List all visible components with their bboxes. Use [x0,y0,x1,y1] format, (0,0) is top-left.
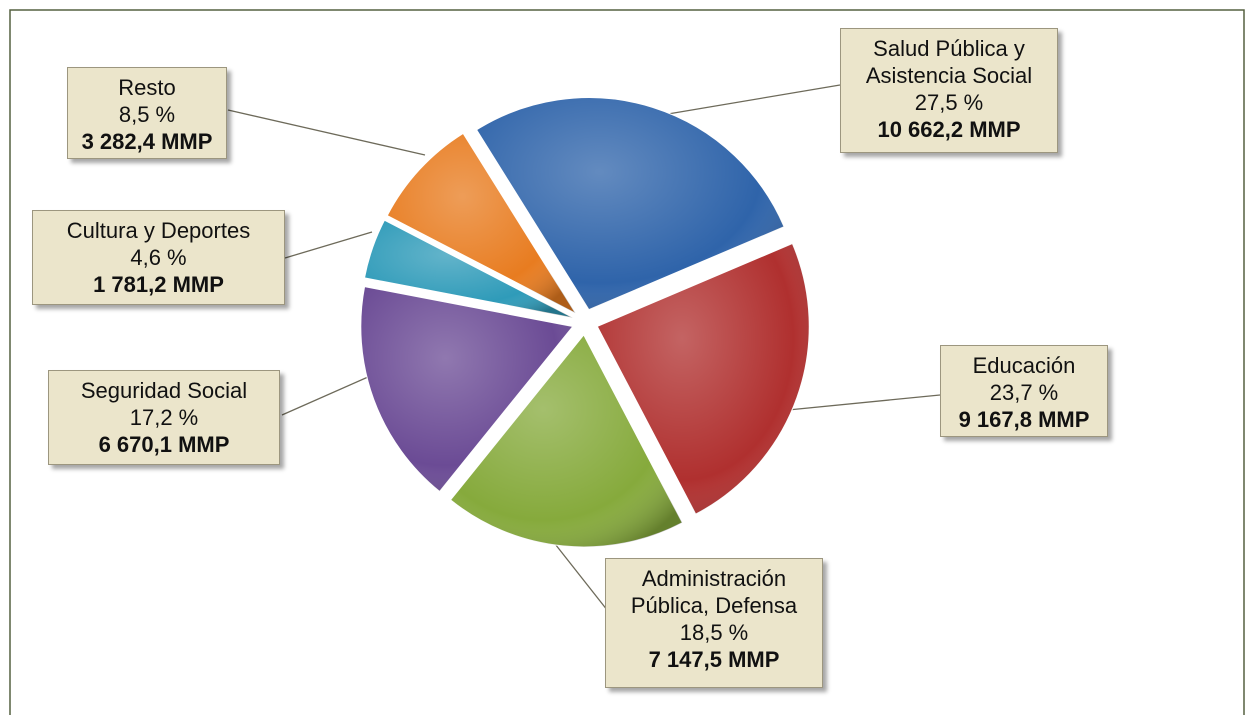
label-amount: 10 662,2 MMP [877,117,1021,142]
slice-shade [476,97,785,310]
label-amount: 6 670,1 MMP [98,432,230,457]
leader-line [661,84,841,116]
data-label: Administración Pública, Defensa 18,5 % 7 1… [605,558,823,688]
label-name: Administración Pública, Defensa [630,566,798,618]
leader-line [281,376,369,416]
frame [9,9,1245,715]
data-label: Salud Pública y Asistencia Social 27,5 % 1… [840,28,1058,153]
slice-shade [364,220,573,318]
label-amount: 7 147,5 MMP [648,647,780,672]
label-percent: 23,7 % [989,380,1059,405]
label-amount: 1 781,2 MMP [93,272,224,297]
label-name: Salud Pública y Asistencia Social [865,36,1033,88]
label-name: Educación [972,353,1076,378]
leader-line [787,394,941,411]
label-name: Cultura y Deportes [66,218,251,243]
label-percent: 8,5 % [118,102,176,127]
leader-line [227,109,426,156]
data-label: Resto 8,5 % 3 282,4 MMP [67,67,227,159]
leader-line [547,534,616,621]
data-label: Cultura y Deportes 4,6 % 1 781,2 MMP [32,210,285,305]
slice-shade [387,133,576,314]
slice-shade [450,334,683,547]
label-percent: 17,2 % [129,405,199,430]
data-label: Seguridad Social 17,2 % 6 670,1 MMP [48,370,280,465]
leader-line [284,231,373,259]
label-name: Seguridad Social [80,378,248,403]
label-percent: 4,6 % [130,245,187,270]
data-label: Educación 23,7 % 9 167,8 MMP [940,345,1108,437]
label-percent: 27,5 % [914,90,984,115]
slice-shade [360,286,573,492]
slice-shade [597,243,810,515]
label-name: Resto [118,75,176,100]
label-amount: 9 167,8 MMP [958,407,1090,432]
label-amount: 3 282,4 MMP [81,129,213,154]
label-percent: 18,5 % [679,620,749,645]
